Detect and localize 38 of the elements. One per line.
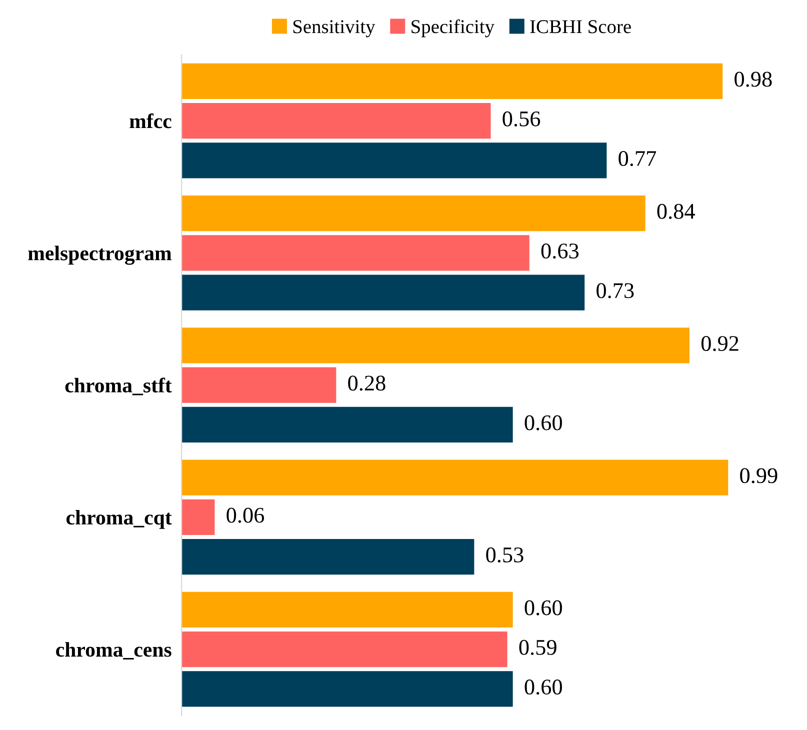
bar bbox=[182, 102, 491, 139]
legend-label: Specificity bbox=[412, 19, 494, 38]
bar bbox=[182, 63, 723, 100]
data-label: 0.98 bbox=[734, 72, 772, 87]
data-label: 0.60 bbox=[524, 600, 562, 616]
y-tick-label: melspectrogram bbox=[28, 246, 172, 265]
data-label: 0.73 bbox=[596, 283, 634, 298]
y-tick-label: chroma_cens bbox=[56, 642, 172, 660]
bar bbox=[182, 631, 508, 668]
data-label: 0.60 bbox=[524, 680, 562, 695]
data-label: 0.99 bbox=[740, 468, 778, 484]
bar bbox=[182, 671, 513, 707]
data-label: 0.59 bbox=[519, 640, 556, 655]
bar bbox=[182, 460, 728, 496]
y-tick-label: chroma_cqt bbox=[66, 510, 172, 529]
data-label: 0.06 bbox=[226, 508, 264, 523]
bar bbox=[182, 499, 215, 536]
data-label: 0.63 bbox=[541, 244, 579, 259]
bar bbox=[182, 235, 530, 271]
bar bbox=[182, 367, 336, 403]
data-label: 0.84 bbox=[657, 204, 695, 219]
data-label: 0.28 bbox=[348, 376, 386, 391]
bar bbox=[182, 274, 585, 310]
bar bbox=[182, 195, 646, 232]
bar bbox=[182, 142, 607, 178]
bar bbox=[182, 539, 474, 575]
legend-label: ICBHI Score bbox=[530, 20, 631, 34]
y-tick-label: chroma_stft bbox=[65, 378, 172, 396]
y-tick-label: mfcc bbox=[130, 113, 172, 128]
bar bbox=[182, 592, 513, 628]
data-label: 0.60 bbox=[524, 415, 562, 430]
data-label: 0.53 bbox=[486, 547, 524, 563]
legend-label: Sensitivity bbox=[293, 20, 376, 38]
bar bbox=[182, 406, 513, 443]
data-label: 0.77 bbox=[618, 151, 656, 166]
data-label: 0.56 bbox=[502, 111, 540, 126]
bar bbox=[182, 328, 690, 364]
data-label: 0.92 bbox=[701, 336, 738, 352]
